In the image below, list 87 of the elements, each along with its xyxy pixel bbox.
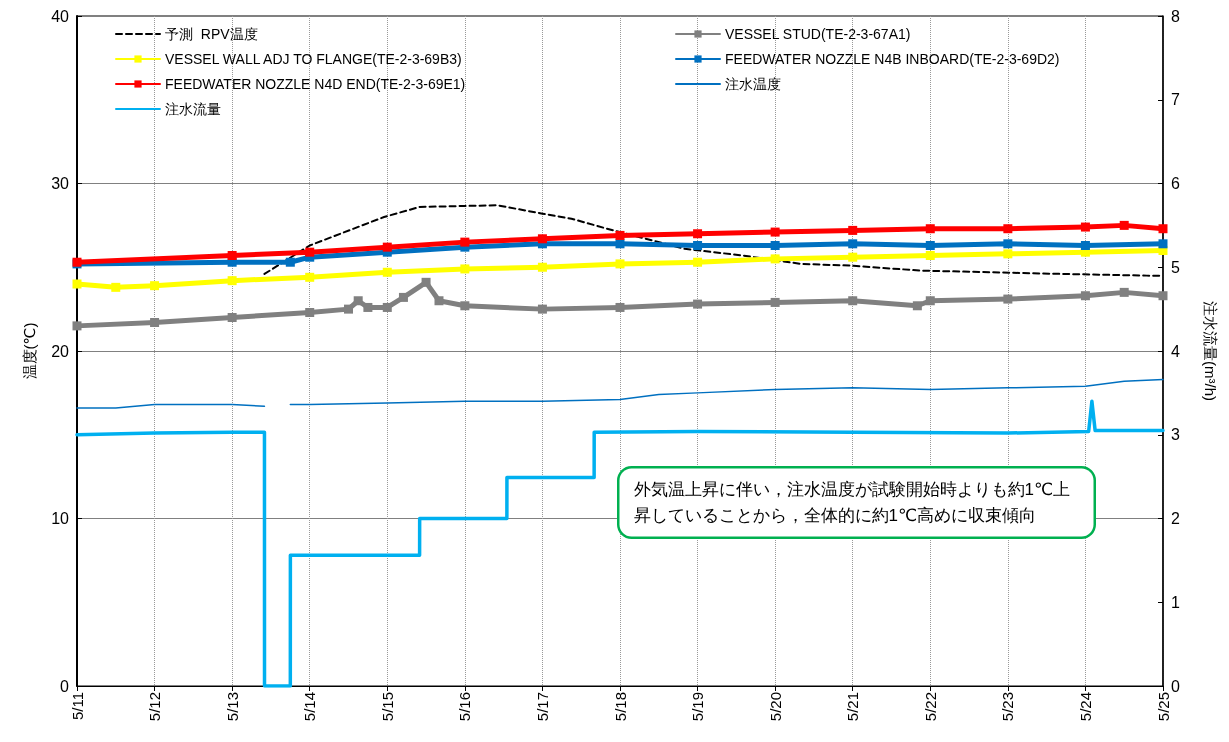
- point: [848, 296, 858, 306]
- legend-label: FEEDWATER NOZZLE N4B INBOARD(TE-2-3-69D2): [725, 51, 1060, 67]
- point: [925, 296, 935, 306]
- point: [72, 321, 82, 331]
- y2-tick-label: 8: [1171, 7, 1180, 25]
- x-tick-label: 5/22: [921, 692, 939, 722]
- point: [1080, 222, 1090, 232]
- point: [693, 229, 703, 239]
- annotation: 外気温上昇に伴い，注水温度が試験開始時よりも約1℃上昇していることから，全体的に約1℃高めに収束傾向: [633, 480, 1071, 525]
- x-tick-label: 5/25: [1154, 692, 1172, 722]
- point: [1158, 291, 1168, 301]
- point: [848, 252, 858, 262]
- point: [770, 227, 780, 237]
- point: [227, 276, 237, 286]
- point: [537, 304, 547, 314]
- point: [770, 297, 780, 307]
- point: [150, 281, 160, 291]
- y-tick-label: 10: [51, 510, 70, 527]
- point: [925, 251, 935, 261]
- x-tick-label: 5/13: [223, 692, 241, 722]
- y-tick-label: 20: [51, 342, 70, 360]
- point: [615, 230, 625, 240]
- legend-label: 注水温度: [725, 76, 781, 92]
- point: [227, 251, 237, 261]
- y2-axis-title: 注水流量(m³/h): [1202, 301, 1219, 401]
- y2-tick-label: 2: [1171, 510, 1180, 527]
- x-tick-label: 5/12: [146, 692, 164, 722]
- point: [693, 240, 703, 250]
- point: [305, 272, 315, 282]
- x-tick-label: 5/24: [1076, 692, 1094, 722]
- y2-tick-label: 1: [1171, 593, 1180, 611]
- point: [615, 302, 625, 312]
- legend-label: FEEDWATER NOZZLE N4D END(TE-2-3-69E1): [165, 76, 466, 92]
- y2-tick-label: 7: [1171, 91, 1180, 109]
- point: [227, 313, 237, 322]
- point: [770, 240, 780, 250]
- y2-tick-label: 4: [1171, 342, 1180, 360]
- point: [1158, 224, 1168, 234]
- x-tick-label: 5/15: [378, 692, 396, 722]
- x-tick-label: 5/21: [844, 692, 862, 722]
- x-tick-label: 5/18: [611, 692, 629, 722]
- point: [460, 264, 470, 274]
- legend-label: VESSEL STUD(TE-2-3-67A1): [725, 26, 911, 42]
- point: [615, 259, 625, 269]
- point: [382, 242, 392, 252]
- x-tick-label: 5/23: [999, 692, 1017, 722]
- point: [537, 234, 547, 244]
- point: [382, 267, 392, 277]
- y-axis-title: 温度(℃): [21, 322, 38, 380]
- y-tick-label: 40: [51, 7, 70, 25]
- point: [770, 254, 780, 264]
- point: [1158, 239, 1168, 249]
- point: [150, 318, 160, 328]
- point: [537, 262, 547, 272]
- point: [848, 239, 858, 249]
- point: [1003, 294, 1013, 304]
- point: [305, 307, 315, 317]
- point: [925, 224, 935, 234]
- point: [848, 225, 858, 235]
- point: [1080, 240, 1090, 250]
- point: [72, 279, 82, 289]
- x-tick-label: 5/14: [301, 692, 319, 722]
- point: [693, 257, 703, 267]
- point: [693, 299, 703, 309]
- x-tick-label: 5/16: [456, 692, 474, 722]
- point: [1080, 291, 1090, 301]
- y2-tick-label: 6: [1171, 175, 1180, 192]
- y2-tick-label: 5: [1171, 258, 1180, 276]
- y-tick-label: 0: [60, 677, 70, 695]
- x-tick-label: 5/19: [689, 692, 707, 722]
- legend-label: VESSEL WALL ADJ TO FLANGE(TE-2-3-69B3): [165, 51, 462, 67]
- point: [1003, 249, 1013, 259]
- x-tick-label: 5/20: [766, 692, 784, 722]
- point: [1003, 224, 1013, 234]
- legend-label: 予測 RPV温度: [165, 26, 258, 42]
- point: [925, 240, 935, 250]
- point: [1003, 239, 1013, 249]
- x-tick-label: 5/17: [533, 692, 551, 722]
- y-tick-label: 30: [51, 175, 70, 192]
- x-tick-label: 5/11: [68, 692, 86, 721]
- y2-tick-label: 0: [1171, 677, 1180, 695]
- point: [460, 237, 470, 247]
- point: [382, 302, 392, 312]
- legend-label: 注水流量: [165, 101, 221, 117]
- point: [305, 247, 315, 257]
- point: [460, 301, 470, 311]
- y2-tick-label: 3: [1171, 426, 1180, 444]
